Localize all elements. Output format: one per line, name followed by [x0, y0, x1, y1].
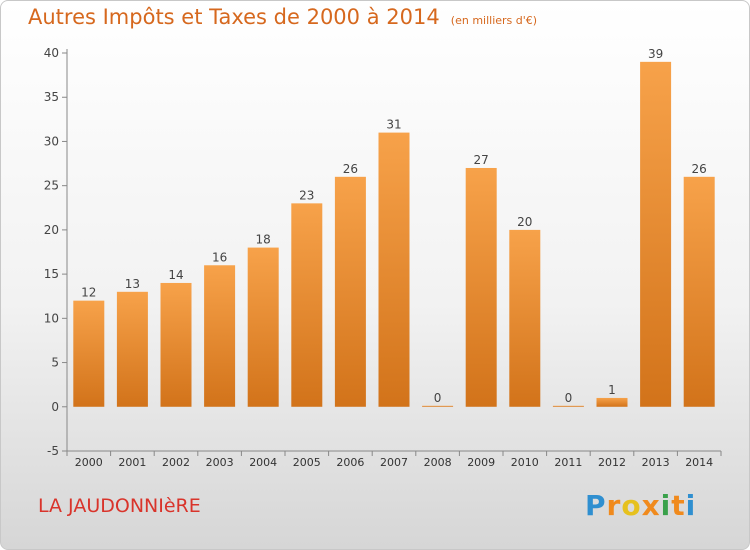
data-label-2000: 12: [81, 286, 96, 300]
y-tick-label: 20: [44, 223, 59, 237]
bar-2004: [247, 247, 279, 407]
bar-2013: [640, 61, 672, 407]
data-label-2008: 0: [434, 391, 442, 405]
commune-name: LA JAUDONNIèRE: [38, 495, 201, 517]
bar-2014: [683, 176, 715, 407]
bar-2008: [422, 405, 454, 407]
bar-2007: [378, 132, 410, 407]
x-tick-label: 2003: [206, 456, 234, 469]
x-tick-label: 2014: [685, 456, 713, 469]
data-label-2002: 14: [168, 268, 183, 282]
data-label-2007: 31: [386, 118, 401, 132]
data-label-2003: 16: [212, 250, 227, 264]
data-label-2006: 26: [343, 162, 358, 176]
bar-2012: [596, 397, 628, 407]
data-label-2010: 20: [517, 215, 532, 229]
data-label-2009: 27: [474, 153, 489, 167]
data-label-2005: 23: [299, 188, 314, 202]
y-tick-label: 35: [44, 90, 59, 104]
bars: [73, 61, 715, 407]
data-label-2001: 13: [125, 277, 140, 291]
bar-2005: [291, 203, 323, 407]
y-tick-label: 10: [44, 311, 59, 325]
data-label-2011: 0: [565, 391, 573, 405]
bar-2002: [160, 282, 192, 407]
data-label-2012: 1: [608, 383, 616, 397]
x-tick-label: 2011: [554, 456, 582, 469]
bar-2003: [204, 265, 236, 407]
bar-2001: [116, 291, 148, 407]
data-label-2014: 26: [692, 162, 707, 176]
data-label-2004: 18: [256, 233, 271, 247]
x-tick-label: 2006: [336, 456, 364, 469]
bar-2011: [552, 405, 584, 407]
x-tick-label: 2005: [293, 456, 321, 469]
x-tick-label: 2001: [118, 456, 146, 469]
bar-2010: [509, 229, 541, 407]
x-tick-label: 2012: [598, 456, 626, 469]
y-tick-label: 30: [44, 134, 59, 148]
data-labels: 12 13 14 16 18 23 26 31 0 27 20 0 1 39 26: [81, 47, 707, 405]
y-tick-label: 0: [51, 400, 59, 414]
y-tick-label: 25: [44, 179, 59, 193]
chart-unit-note: (en milliers d'€): [450, 14, 538, 27]
x-tick-label: 2007: [380, 456, 408, 469]
data-label-2013: 39: [648, 47, 663, 61]
title-row: Autres Impôts et Taxes de 2000 à 2014 (e…: [28, 5, 537, 29]
x-tick-label: 2009: [467, 456, 495, 469]
y-tick-label: 40: [44, 46, 59, 60]
y-tick-label: 5: [51, 356, 59, 370]
x-tick-label: 2000: [75, 456, 103, 469]
bar-2006: [334, 176, 366, 407]
chart-title: Autres Impôts et Taxes de 2000 à 2014: [28, 5, 440, 29]
bar-2009: [465, 167, 497, 407]
proxiti-logo: Proxiti: [585, 489, 697, 522]
y-tick-label: -5: [47, 444, 59, 458]
x-tick-label: 2010: [511, 456, 539, 469]
x-tick-label: 2013: [642, 456, 670, 469]
y-tick-label: 15: [44, 267, 59, 281]
x-tick-label: 2008: [424, 456, 452, 469]
x-tick-label: 2002: [162, 456, 190, 469]
bar-2000: [73, 300, 105, 407]
x-tick-label: 2004: [249, 456, 277, 469]
